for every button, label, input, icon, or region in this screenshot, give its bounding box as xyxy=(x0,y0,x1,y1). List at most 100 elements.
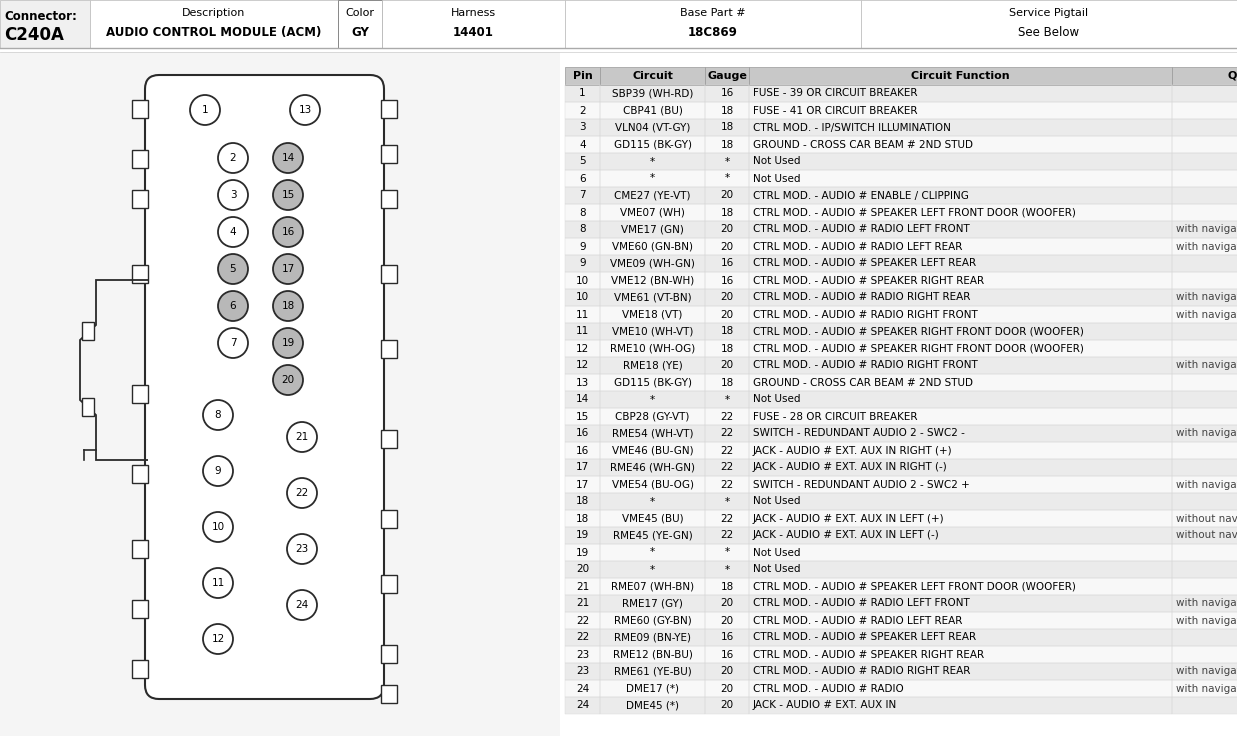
Text: 4: 4 xyxy=(230,227,236,237)
Circle shape xyxy=(203,568,233,598)
Bar xyxy=(565,67,600,85)
Text: 11: 11 xyxy=(576,310,589,319)
Bar xyxy=(565,680,1237,697)
Text: 1: 1 xyxy=(202,105,208,115)
Text: 14: 14 xyxy=(576,394,589,405)
Bar xyxy=(565,425,600,442)
Text: DME17 (*): DME17 (*) xyxy=(626,684,679,693)
Text: Not Used: Not Used xyxy=(753,548,800,557)
Text: VME09 (WH-GN): VME09 (WH-GN) xyxy=(610,258,695,269)
Bar xyxy=(565,340,600,357)
Bar xyxy=(565,357,600,374)
Text: CME27 (YE-VT): CME27 (YE-VT) xyxy=(615,191,690,200)
Bar xyxy=(748,136,1171,153)
Text: GY: GY xyxy=(351,26,369,39)
Text: 16: 16 xyxy=(576,428,589,439)
Text: RME17 (GY): RME17 (GY) xyxy=(622,598,683,609)
Bar xyxy=(600,697,705,714)
Bar xyxy=(600,442,705,459)
Bar xyxy=(705,255,748,272)
Bar xyxy=(1171,493,1237,510)
Text: 22: 22 xyxy=(720,445,734,456)
Text: RME54 (WH-VT): RME54 (WH-VT) xyxy=(612,428,693,439)
Bar xyxy=(748,238,1171,255)
Bar xyxy=(565,136,1237,153)
Text: Gauge: Gauge xyxy=(708,71,747,81)
Bar xyxy=(565,527,1237,544)
Bar xyxy=(748,204,1171,221)
Text: 19: 19 xyxy=(576,531,589,540)
Bar xyxy=(565,561,1237,578)
Text: 10: 10 xyxy=(576,292,589,302)
Bar xyxy=(1171,527,1237,544)
Text: JACK - AUDIO # EXT. AUX IN RIGHT (+): JACK - AUDIO # EXT. AUX IN RIGHT (+) xyxy=(753,445,952,456)
Bar xyxy=(705,204,748,221)
Bar xyxy=(600,289,705,306)
Text: 18: 18 xyxy=(720,105,734,116)
Text: 22: 22 xyxy=(576,632,589,643)
Text: with navigation: with navigation xyxy=(1176,684,1237,693)
Bar xyxy=(705,510,748,527)
Text: with navigation: with navigation xyxy=(1176,428,1237,439)
Text: CTRL MOD. - AUDIO # RADIO RIGHT FRONT: CTRL MOD. - AUDIO # RADIO RIGHT FRONT xyxy=(753,361,977,370)
Bar xyxy=(600,85,705,102)
Bar xyxy=(381,190,397,208)
Bar xyxy=(1171,102,1237,119)
Text: RME18 (YE): RME18 (YE) xyxy=(622,361,683,370)
Bar xyxy=(565,0,861,48)
Text: SWITCH - REDUNDANT AUDIO 2 - SWC2 +: SWITCH - REDUNDANT AUDIO 2 - SWC2 + xyxy=(753,479,970,489)
Bar xyxy=(1171,459,1237,476)
Circle shape xyxy=(287,590,317,620)
Bar xyxy=(748,255,1171,272)
Text: GD115 (BK-GY): GD115 (BK-GY) xyxy=(614,140,691,149)
Text: SWITCH - REDUNDANT AUDIO 2 - SWC2 -: SWITCH - REDUNDANT AUDIO 2 - SWC2 - xyxy=(753,428,965,439)
Text: 16: 16 xyxy=(576,445,589,456)
Bar xyxy=(748,67,1171,85)
Circle shape xyxy=(218,180,247,210)
Text: 6: 6 xyxy=(230,301,236,311)
Bar xyxy=(381,145,397,163)
Text: 18: 18 xyxy=(576,497,589,506)
Bar xyxy=(748,374,1171,391)
Bar xyxy=(705,67,748,85)
Bar xyxy=(705,340,748,357)
Text: CTRL MOD. - AUDIO # SPEAKER RIGHT FRONT DOOR (WOOFER): CTRL MOD. - AUDIO # SPEAKER RIGHT FRONT … xyxy=(753,327,1084,336)
Bar xyxy=(565,629,600,646)
Bar xyxy=(565,255,600,272)
Bar xyxy=(132,465,148,483)
Bar xyxy=(600,493,705,510)
Bar xyxy=(565,187,1237,204)
Bar xyxy=(1171,476,1237,493)
Bar xyxy=(600,221,705,238)
Bar xyxy=(82,322,94,340)
Text: CTRL MOD. - AUDIO # SPEAKER LEFT REAR: CTRL MOD. - AUDIO # SPEAKER LEFT REAR xyxy=(753,632,976,643)
Bar xyxy=(132,385,148,403)
Bar xyxy=(1171,85,1237,102)
Bar xyxy=(132,100,148,118)
Bar xyxy=(748,561,1171,578)
Bar xyxy=(748,595,1171,612)
Bar xyxy=(600,510,705,527)
Circle shape xyxy=(287,422,317,452)
Text: FUSE - 28 OR CIRCUIT BREAKER: FUSE - 28 OR CIRCUIT BREAKER xyxy=(753,411,918,422)
Bar xyxy=(600,340,705,357)
Text: 3: 3 xyxy=(579,122,586,132)
Bar xyxy=(565,85,1237,102)
Bar xyxy=(565,323,600,340)
Bar xyxy=(748,357,1171,374)
Bar xyxy=(132,540,148,558)
Bar xyxy=(705,289,748,306)
Text: CTRL MOD. - AUDIO # RADIO LEFT FRONT: CTRL MOD. - AUDIO # RADIO LEFT FRONT xyxy=(753,224,970,235)
Text: 18: 18 xyxy=(720,208,734,218)
Text: Pin: Pin xyxy=(573,71,593,81)
Circle shape xyxy=(218,291,247,321)
Text: VME07 (WH): VME07 (WH) xyxy=(620,208,685,218)
Text: 13: 13 xyxy=(298,105,312,115)
Bar xyxy=(705,459,748,476)
Bar xyxy=(600,374,705,391)
Text: 11: 11 xyxy=(212,578,225,588)
Text: VME17 (GN): VME17 (GN) xyxy=(621,224,684,235)
Text: 20: 20 xyxy=(720,361,734,370)
Text: CTRL MOD. - AUDIO # RADIO RIGHT REAR: CTRL MOD. - AUDIO # RADIO RIGHT REAR xyxy=(753,292,970,302)
Bar xyxy=(565,85,600,102)
